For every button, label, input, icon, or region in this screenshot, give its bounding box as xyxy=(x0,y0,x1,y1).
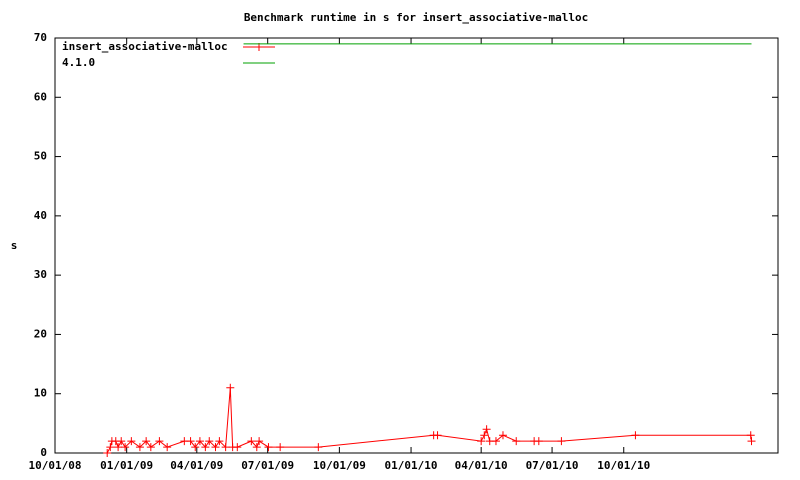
x-tick-label: 04/01/10 xyxy=(455,459,508,472)
y-tick-label: 10 xyxy=(34,387,47,400)
point-marker xyxy=(746,431,755,440)
point-marker xyxy=(631,431,640,440)
point-marker xyxy=(433,431,442,440)
y-axis-label: s xyxy=(11,239,18,252)
chart-title: Benchmark runtime in s for insert_associ… xyxy=(244,11,588,24)
point-marker xyxy=(491,437,500,446)
point-marker xyxy=(226,383,235,392)
point-marker xyxy=(205,437,214,446)
point-marker xyxy=(201,443,210,452)
point-marker xyxy=(211,443,220,452)
point-marker xyxy=(255,437,264,446)
point-marker xyxy=(155,437,164,446)
point-marker xyxy=(163,443,172,452)
x-tick-label: 01/01/10 xyxy=(385,459,438,472)
series-line xyxy=(106,387,753,454)
y-tick-label: 60 xyxy=(34,90,47,103)
point-marker xyxy=(142,437,151,446)
y-tick-label: 50 xyxy=(34,150,47,163)
point-marker xyxy=(512,437,521,446)
x-tick-label: 10/01/09 xyxy=(313,459,366,472)
point-marker xyxy=(276,443,285,452)
point-marker xyxy=(191,443,200,452)
point-marker xyxy=(233,443,242,452)
x-tick-label: 10/01/08 xyxy=(29,459,82,472)
point-marker xyxy=(264,443,273,452)
point-marker xyxy=(106,443,115,452)
legend-label: insert_associative-malloc xyxy=(62,40,228,53)
y-tick-label: 40 xyxy=(34,209,47,222)
plot-frame xyxy=(54,37,779,454)
point-marker xyxy=(221,443,230,452)
point-marker xyxy=(135,443,144,452)
point-marker xyxy=(480,431,489,440)
point-marker xyxy=(215,437,224,446)
point-marker xyxy=(747,437,756,446)
point-marker xyxy=(121,443,130,452)
x-tick-label: 07/01/09 xyxy=(241,459,294,472)
point-marker xyxy=(146,443,155,452)
x-tick-label: 04/01/09 xyxy=(170,459,223,472)
point-marker xyxy=(477,437,486,446)
point-marker xyxy=(482,425,491,434)
point-marker xyxy=(498,431,507,440)
y-tick-label: 70 xyxy=(34,31,47,44)
x-tick-label: 07/01/10 xyxy=(526,459,579,472)
x-tick-label: 10/01/10 xyxy=(597,459,650,472)
y-tick-label: 30 xyxy=(34,268,47,281)
point-marker xyxy=(247,437,256,446)
point-marker xyxy=(195,437,204,446)
point-marker xyxy=(127,437,136,446)
point-marker xyxy=(103,449,112,457)
point-marker xyxy=(186,437,195,446)
point-marker xyxy=(534,437,543,446)
point-marker xyxy=(314,443,323,452)
y-tick-label: 20 xyxy=(34,327,47,340)
point-marker xyxy=(557,437,566,446)
point-marker xyxy=(252,443,261,452)
point-marker xyxy=(114,443,123,452)
x-tick-label: 01/01/09 xyxy=(100,459,153,472)
y-tick-label: 0 xyxy=(40,446,47,459)
point-marker xyxy=(117,437,126,446)
legend-label: 4.1.0 xyxy=(62,56,95,69)
